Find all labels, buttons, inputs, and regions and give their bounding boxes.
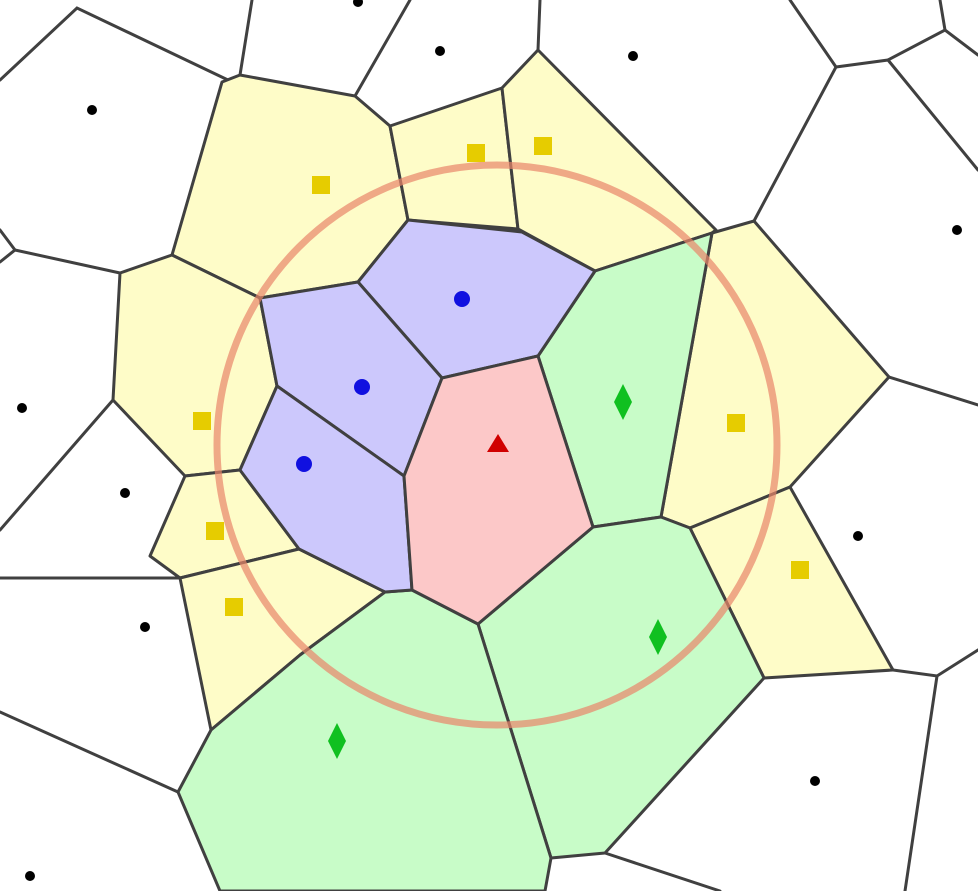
edge — [353, 0, 412, 98]
edge — [887, 375, 978, 407]
cell — [402, 354, 595, 626]
dot — [853, 531, 863, 541]
edge — [0, 710, 180, 794]
edge — [238, 0, 254, 77]
edge — [891, 648, 978, 678]
edge — [536, 0, 542, 52]
dot — [952, 225, 962, 235]
edge — [752, 0, 838, 223]
diamond-marker — [649, 619, 667, 655]
blue-cells — [238, 218, 597, 594]
edge — [903, 674, 939, 891]
edge — [0, 6, 230, 82]
dot — [628, 51, 638, 61]
edge — [0, 398, 115, 532]
edge — [938, 0, 947, 32]
yellow-cells — [111, 48, 895, 732]
dot — [120, 488, 130, 498]
dot — [435, 46, 445, 56]
circle-marker — [354, 379, 370, 395]
square — [727, 414, 745, 432]
range-circle — [213, 161, 781, 729]
square — [467, 144, 485, 162]
triangle-marker — [487, 434, 509, 452]
dot — [17, 403, 27, 413]
square — [225, 598, 243, 616]
square — [193, 412, 211, 430]
edge — [886, 58, 978, 172]
circle-marker — [296, 456, 312, 472]
diamond-marker — [328, 723, 346, 759]
circle-marker — [454, 291, 470, 307]
blue-circles — [296, 291, 470, 472]
dot — [140, 622, 150, 632]
yellow-squares — [193, 137, 809, 616]
dot — [810, 776, 820, 786]
cell — [388, 86, 520, 231]
square — [312, 176, 330, 194]
edge — [0, 228, 17, 252]
dot — [25, 871, 35, 881]
dot — [87, 105, 97, 115]
green-diamonds — [328, 384, 667, 759]
square — [534, 137, 552, 155]
edge — [834, 28, 978, 69]
square — [791, 561, 809, 579]
edge — [0, 248, 122, 275]
square — [206, 522, 224, 540]
dot — [353, 0, 363, 7]
edge — [603, 851, 722, 891]
black-dots — [17, 0, 962, 881]
diamond-marker — [614, 384, 632, 420]
